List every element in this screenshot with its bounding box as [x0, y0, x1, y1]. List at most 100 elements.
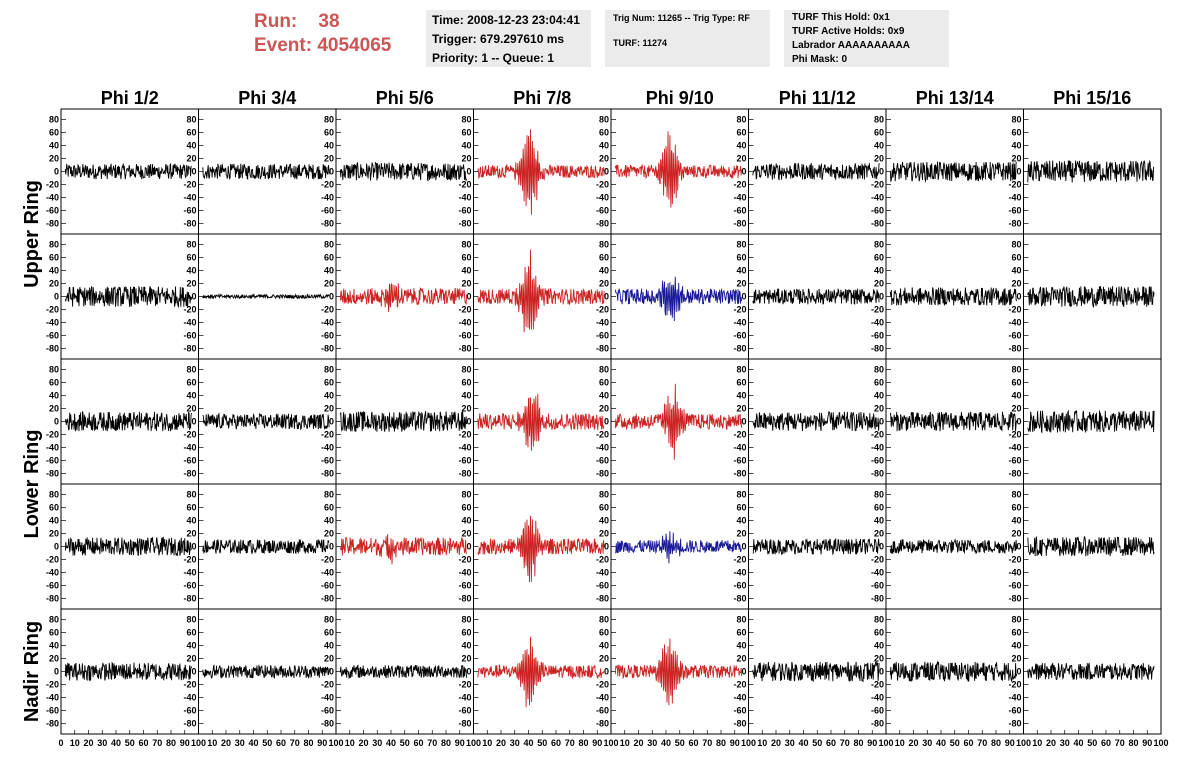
x-tick-label: 60 — [138, 738, 148, 748]
x-tick-label: 40 — [661, 738, 671, 748]
y-tick-label: 80 — [736, 615, 746, 625]
y-tick-label: -80 — [1008, 719, 1021, 729]
y-tick-label: -40 — [871, 568, 884, 578]
y-tick-label: -60 — [1008, 581, 1021, 591]
y-tick-label: -40 — [458, 693, 471, 703]
y-tick-label: -60 — [46, 706, 59, 716]
y-tick-label: -60 — [183, 706, 196, 716]
run-event-header: Run: 38 Event: 4054065 — [254, 10, 391, 58]
waveform-line — [1027, 409, 1155, 434]
y-tick-label: 20 — [461, 404, 471, 414]
y-tick-label: 0 — [741, 167, 746, 177]
y-tick-label: -20 — [183, 680, 196, 690]
y-tick-label: -60 — [458, 581, 471, 591]
x-tick-label: 60 — [963, 738, 973, 748]
y-tick-label: 40 — [736, 266, 746, 276]
y-tick-label: 20 — [324, 154, 334, 164]
y-tick-label: 60 — [49, 378, 59, 388]
y-tick-label: 60 — [736, 378, 746, 388]
event-label: Event: — [254, 35, 313, 56]
x-tick-label: 50 — [675, 738, 685, 748]
y-tick-label: 80 — [49, 115, 59, 125]
y-tick-label: -80 — [46, 219, 59, 229]
y-tick-label: -80 — [1008, 469, 1021, 479]
y-tick-label: -40 — [46, 568, 59, 578]
waveform-line — [889, 538, 1018, 555]
y-tick-label: -40 — [871, 193, 884, 203]
x-tick-label: 50 — [125, 738, 135, 748]
y-tick-label: 40 — [1011, 266, 1021, 276]
y-tick-label: -20 — [596, 555, 609, 565]
turf-info-box: TURF This Hold: 0x1 TURF Active Holds: 0… — [784, 10, 949, 67]
y-tick-label: -60 — [321, 331, 334, 341]
y-tick-label: -60 — [733, 706, 746, 716]
y-tick-label: -20 — [458, 305, 471, 315]
y-tick-label: 0 — [741, 292, 746, 302]
x-tick-label: 20 — [771, 738, 781, 748]
y-tick-label: 80 — [736, 490, 746, 500]
y-tick-label: -20 — [733, 305, 746, 315]
y-tick-label: 20 — [599, 529, 609, 539]
y-tick-label: -80 — [733, 719, 746, 729]
y-tick-label: 40 — [324, 266, 334, 276]
y-tick-label: 40 — [736, 391, 746, 401]
event-line: Event: 4054065 — [254, 34, 391, 58]
turf-active-holds-text: TURF Active Holds: 0x9 — [792, 26, 905, 37]
y-tick-label: 0 — [466, 667, 471, 677]
x-tick-label: 30 — [97, 738, 107, 748]
y-tick-label: -20 — [321, 305, 334, 315]
y-tick-label: -20 — [1008, 180, 1021, 190]
y-tick-label: -20 — [183, 180, 196, 190]
y-tick-label: -80 — [46, 344, 59, 354]
y-tick-label: 0 — [879, 167, 884, 177]
y-tick-label: -60 — [871, 706, 884, 716]
y-tick-label: -40 — [733, 568, 746, 578]
y-tick-label: 20 — [324, 529, 334, 539]
y-tick-label: 40 — [599, 641, 609, 651]
y-tick-label: 60 — [599, 503, 609, 513]
y-tick-label: 40 — [461, 141, 471, 151]
y-tick-label: 0 — [191, 167, 196, 177]
y-tick-label: 80 — [324, 365, 334, 375]
x-tick-label: 90 — [1142, 738, 1152, 748]
x-tick-label: 70 — [427, 738, 437, 748]
y-tick-label: 60 — [599, 253, 609, 263]
y-tick-label: -60 — [733, 456, 746, 466]
y-tick-label: -20 — [183, 555, 196, 565]
y-tick-label: 40 — [736, 141, 746, 151]
y-tick-label: 0 — [604, 292, 609, 302]
y-tick-label: 0 — [1016, 542, 1021, 552]
x-tick-label: 30 — [510, 738, 520, 748]
run-line: Run: 38 — [254, 10, 391, 34]
y-tick-label: -80 — [458, 719, 471, 729]
x-tick-label: 100 — [328, 738, 343, 748]
y-tick-label: -80 — [871, 469, 884, 479]
ring-label: Upper Ring — [21, 180, 43, 288]
y-tick-label: 0 — [466, 542, 471, 552]
y-tick-label: 40 — [1011, 391, 1021, 401]
y-tick-label: -80 — [458, 594, 471, 604]
y-tick-label: -60 — [46, 456, 59, 466]
y-tick-label: 60 — [461, 378, 471, 388]
x-tick-label: 100 — [603, 738, 618, 748]
x-tick-label: 80 — [991, 738, 1001, 748]
y-tick-label: -20 — [46, 430, 59, 440]
waveform-line — [889, 287, 1018, 306]
y-tick-label: -40 — [46, 693, 59, 703]
y-tick-label: -40 — [596, 693, 609, 703]
y-tick-label: -20 — [1008, 305, 1021, 315]
y-tick-label: 60 — [186, 628, 196, 638]
y-tick-label: 20 — [186, 279, 196, 289]
y-tick-label: 20 — [461, 529, 471, 539]
y-tick-label: 40 — [874, 641, 884, 651]
x-tick-label: 80 — [166, 738, 176, 748]
x-tick-label: 100 — [878, 738, 893, 748]
phi-mask-text: Phi Mask: 0 — [792, 54, 848, 65]
y-tick-label: -20 — [1008, 430, 1021, 440]
waveform-line — [752, 162, 880, 181]
y-tick-label: 20 — [1011, 279, 1021, 289]
y-tick-label: -60 — [183, 456, 196, 466]
y-tick-label: -40 — [733, 318, 746, 328]
y-tick-label: 60 — [324, 128, 334, 138]
y-tick-label: 80 — [461, 365, 471, 375]
